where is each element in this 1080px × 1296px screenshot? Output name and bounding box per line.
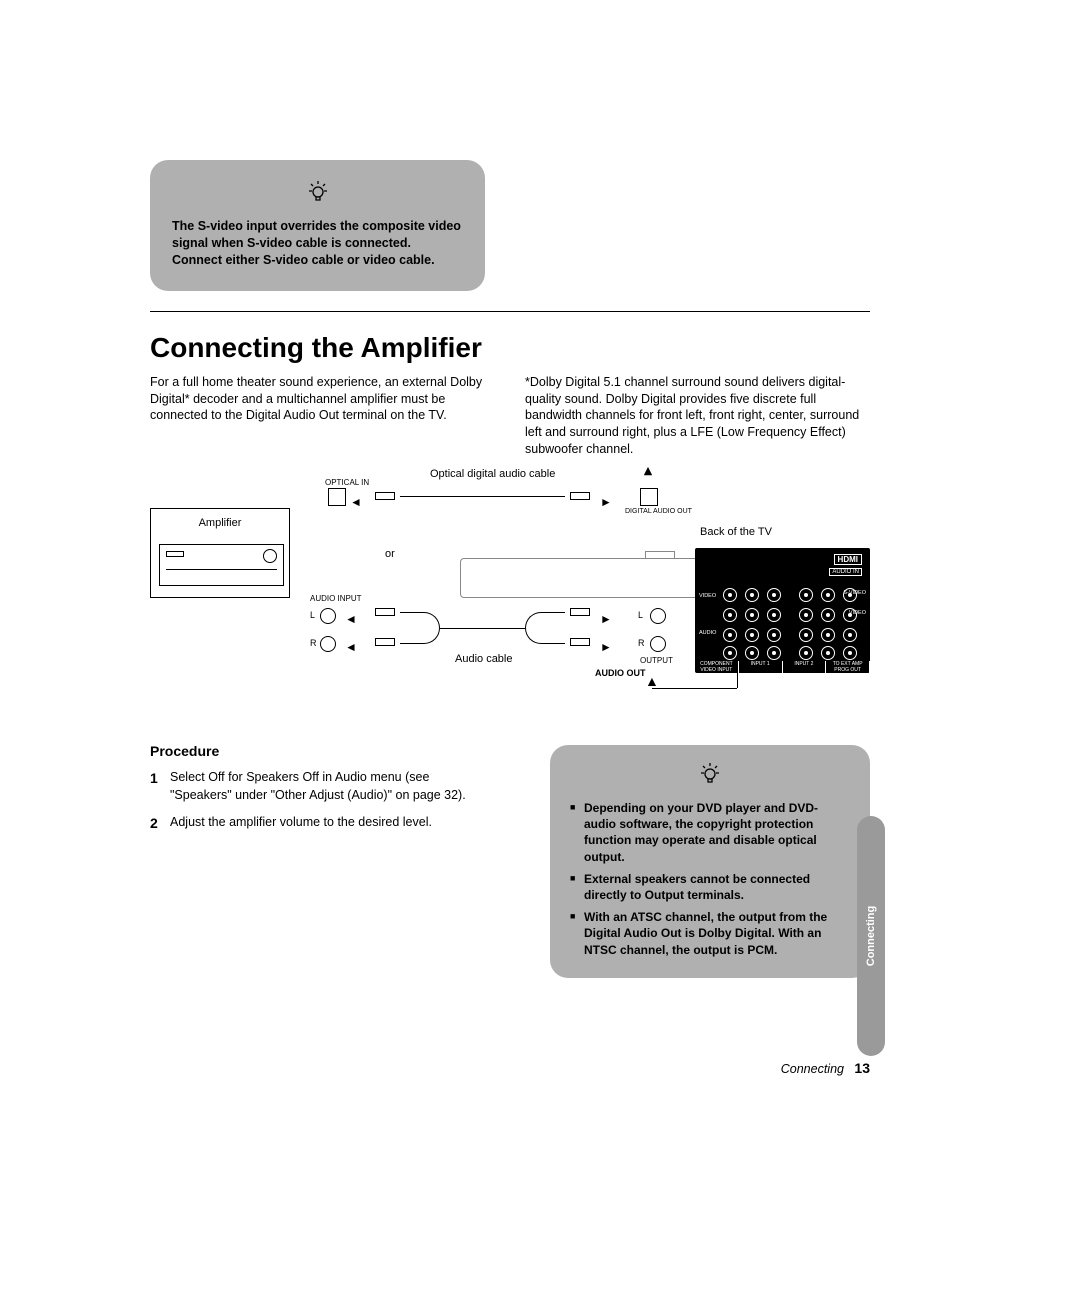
cable-icon bbox=[400, 612, 440, 644]
intro-left: For a full home theater sound experience… bbox=[150, 374, 495, 458]
step-number: 1 bbox=[150, 769, 170, 804]
tip-box-notes: Depending on your DVD player and DVD-aud… bbox=[550, 745, 870, 978]
back-of-tv-label: Back of the TV bbox=[700, 526, 772, 538]
divider bbox=[150, 311, 870, 312]
tip-item: External speakers cannot be connected di… bbox=[570, 871, 850, 903]
footer-section: Connecting bbox=[781, 1062, 844, 1076]
cable-line bbox=[400, 496, 565, 497]
procedure-step: 1 Select Off for Speakers Off in Audio m… bbox=[150, 769, 490, 804]
tv-connector-panel: HDMI AUDIO IN VIDEO S-VIDEO VIDEO AUDIO … bbox=[695, 548, 870, 673]
optical-in-label: OPTICAL IN bbox=[325, 478, 369, 487]
procedure-list: 1 Select Off for Speakers Off in Audio m… bbox=[150, 769, 490, 834]
input1-label: INPUT 1 bbox=[739, 661, 783, 673]
footer-page-number: 13 bbox=[854, 1060, 870, 1076]
connector-line bbox=[652, 688, 737, 689]
intro-right: *Dolby Digital 5.1 channel surround soun… bbox=[525, 374, 870, 458]
l-label: L bbox=[638, 610, 643, 620]
rca-jack-icon bbox=[320, 636, 336, 652]
plug-icon bbox=[375, 492, 395, 500]
step-number: 2 bbox=[150, 814, 170, 834]
arrow-icon: ◄ bbox=[350, 495, 362, 509]
tip-item: Depending on your DVD player and DVD-aud… bbox=[570, 800, 850, 865]
procedure-step: 2 Adjust the amplifier volume to the des… bbox=[150, 814, 490, 834]
audio-cable-label: Audio cable bbox=[455, 653, 513, 665]
lightbulb-icon bbox=[570, 760, 850, 792]
arrow-icon: ◄ bbox=[600, 640, 612, 654]
plug-icon bbox=[570, 608, 590, 616]
arrow-icon: ▲ bbox=[645, 673, 659, 689]
intro-columns: For a full home theater sound experience… bbox=[150, 374, 870, 458]
tip-box-svideo: The S-video input overrides the composit… bbox=[150, 160, 485, 291]
optical-cable-label: Optical digital audio cable bbox=[430, 468, 555, 480]
hdmi-label: HDMI bbox=[834, 554, 862, 565]
digital-audio-out-label: DIGITAL AUDIO OUT bbox=[625, 508, 692, 515]
rca-jack-icon bbox=[650, 636, 666, 652]
output-label: OUTPUT bbox=[640, 656, 673, 665]
digital-out-port-icon bbox=[640, 488, 658, 506]
rca-jack-icon bbox=[320, 608, 336, 624]
connector-line bbox=[737, 673, 738, 688]
l-label: L bbox=[310, 610, 315, 620]
input2-label: INPUT 2 bbox=[783, 661, 827, 673]
connection-diagram: Amplifier OPTICAL IN Optical digital aud… bbox=[150, 468, 870, 718]
amplifier-label: Amplifier bbox=[199, 517, 242, 529]
arrow-icon: ◄ bbox=[639, 464, 655, 478]
r-label: R bbox=[310, 638, 317, 648]
arrow-icon: ◄ bbox=[345, 640, 357, 654]
ext-amp-label: TO EXT AMP PROG OUT bbox=[826, 661, 870, 673]
arrow-icon: ◄ bbox=[345, 612, 357, 626]
audio-in-label: AUDIO IN bbox=[829, 568, 862, 576]
video-label: VIDEO bbox=[699, 593, 716, 599]
component-label: COMPONENT VIDEO INPUT bbox=[695, 661, 739, 673]
audio-out-label: AUDIO OUT bbox=[595, 668, 646, 678]
plug-icon bbox=[570, 638, 590, 646]
audio-input-label: AUDIO INPUT bbox=[310, 594, 362, 603]
page-content: The S-video input overrides the composit… bbox=[150, 160, 870, 844]
or-label: or bbox=[385, 548, 395, 560]
lightbulb-icon bbox=[172, 178, 463, 210]
tip-text: The S-video input overrides the composit… bbox=[172, 218, 463, 269]
plug-icon bbox=[375, 638, 395, 646]
r-label: R bbox=[638, 638, 645, 648]
amplifier-box: Amplifier bbox=[150, 508, 290, 598]
arrow-icon: ◄ bbox=[600, 495, 612, 509]
amplifier-icon bbox=[159, 544, 284, 586]
step-text: Adjust the amplifier volume to the desir… bbox=[170, 814, 432, 834]
rca-jack-icon bbox=[650, 608, 666, 624]
page-footer: Connecting 13 bbox=[150, 1060, 870, 1076]
optical-port-icon bbox=[328, 488, 346, 506]
section-tab-label: Connecting bbox=[865, 906, 877, 967]
section-title: Connecting the Amplifier bbox=[150, 332, 870, 364]
arrow-icon: ◄ bbox=[600, 612, 612, 626]
cable-line bbox=[440, 628, 525, 629]
cable-icon bbox=[525, 612, 565, 644]
step-text: Select Off for Speakers Off in Audio men… bbox=[170, 769, 490, 804]
tip-item: With an ATSC channel, the output from th… bbox=[570, 909, 850, 958]
audio-label: AUDIO bbox=[699, 630, 716, 636]
plug-icon bbox=[570, 492, 590, 500]
plug-icon bbox=[375, 608, 395, 616]
